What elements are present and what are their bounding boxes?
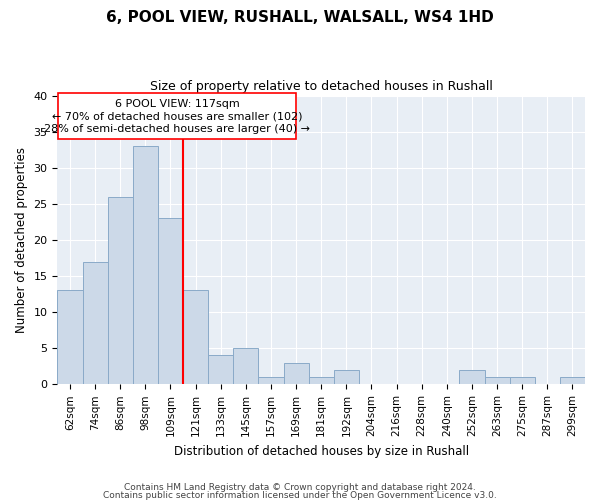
Text: 6, POOL VIEW, RUSHALL, WALSALL, WS4 1HD: 6, POOL VIEW, RUSHALL, WALSALL, WS4 1HD: [106, 10, 494, 25]
Y-axis label: Number of detached properties: Number of detached properties: [15, 147, 28, 333]
Bar: [485, 377, 509, 384]
Text: Contains HM Land Registry data © Crown copyright and database right 2024.: Contains HM Land Registry data © Crown c…: [124, 484, 476, 492]
Bar: [83, 262, 107, 384]
Bar: [308, 377, 334, 384]
Bar: [509, 377, 535, 384]
FancyBboxPatch shape: [58, 94, 296, 139]
Text: ← 70% of detached houses are smaller (102): ← 70% of detached houses are smaller (10…: [52, 112, 302, 122]
Bar: [183, 290, 208, 384]
Bar: [284, 362, 308, 384]
Text: Contains public sector information licensed under the Open Government Licence v3: Contains public sector information licen…: [103, 490, 497, 500]
Bar: [133, 146, 158, 384]
Text: 28% of semi-detached houses are larger (40) →: 28% of semi-detached houses are larger (…: [44, 124, 310, 134]
Bar: [208, 356, 233, 384]
Bar: [233, 348, 259, 385]
Bar: [334, 370, 359, 384]
Bar: [259, 377, 284, 384]
Bar: [460, 370, 485, 384]
Title: Size of property relative to detached houses in Rushall: Size of property relative to detached ho…: [150, 80, 493, 93]
Bar: [107, 196, 133, 384]
Bar: [560, 377, 585, 384]
X-axis label: Distribution of detached houses by size in Rushall: Distribution of detached houses by size …: [173, 444, 469, 458]
Text: 6 POOL VIEW: 117sqm: 6 POOL VIEW: 117sqm: [115, 99, 239, 109]
Bar: [158, 218, 183, 384]
Bar: [58, 290, 83, 384]
